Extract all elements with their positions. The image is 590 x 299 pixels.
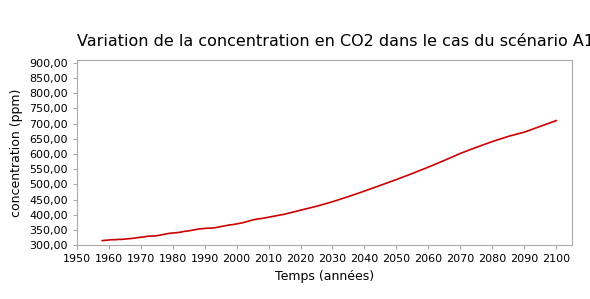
Text: Variation de la concentration en CO2 dans le cas du scénario A1B (GIEC): Variation de la concentration en CO2 dan… [77, 33, 590, 49]
X-axis label: Temps (années): Temps (années) [275, 270, 374, 283]
Y-axis label: concentration (ppm): concentration (ppm) [11, 88, 24, 217]
